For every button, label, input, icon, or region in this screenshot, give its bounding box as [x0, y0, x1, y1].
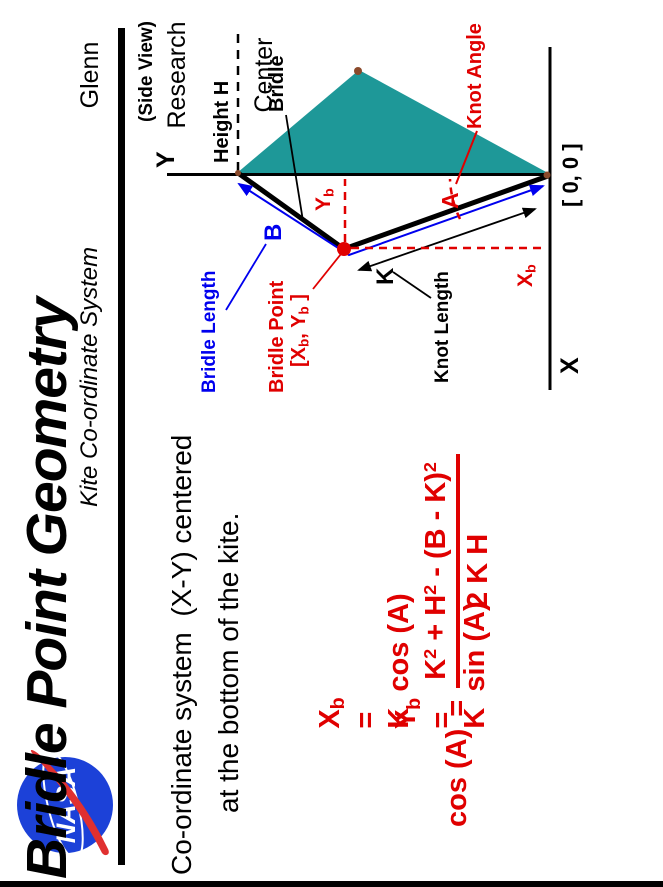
y-axis-label: Y	[152, 151, 180, 168]
knot-length-arrow	[357, 207, 537, 272]
bridle-pointer	[285, 114, 304, 222]
logo-swoosh	[31, 750, 109, 856]
bridle-point-dot	[337, 242, 351, 256]
x-axis-label: X	[556, 357, 584, 374]
bridle-point-label-line2: [Xb, Yb ]	[288, 294, 312, 367]
bridle-label: Bridle	[266, 55, 288, 112]
xb-label: Xb	[514, 264, 540, 287]
knot-angle-arc	[448, 178, 462, 220]
kite-top-marker	[235, 170, 241, 176]
bridle-point-label-line1: Bridle Point	[266, 280, 288, 393]
kite-origin-marker	[543, 171, 551, 179]
angle-a-label: A	[437, 192, 463, 209]
bridle-point-pointer	[312, 253, 342, 290]
knot-length-pointer	[392, 271, 432, 299]
k-label: K	[372, 267, 399, 285]
knot-angle-pointer	[455, 130, 478, 185]
bridle-length-label: Bridle Length	[199, 270, 220, 393]
nasa-logo: NASA	[17, 750, 113, 860]
b-label: B	[260, 223, 287, 241]
side-view-label: (Side View)	[136, 20, 157, 122]
knot-angle-label: Knot Angle	[464, 23, 486, 129]
bridle-length-pointer	[225, 243, 267, 311]
knot-length-label: Knot Length	[432, 271, 453, 383]
kite-nose-marker	[354, 67, 362, 75]
height-label: Height H	[211, 80, 233, 163]
yb-label: Yb	[312, 188, 338, 211]
origin-label: [ 0, 0 ]	[558, 143, 583, 207]
